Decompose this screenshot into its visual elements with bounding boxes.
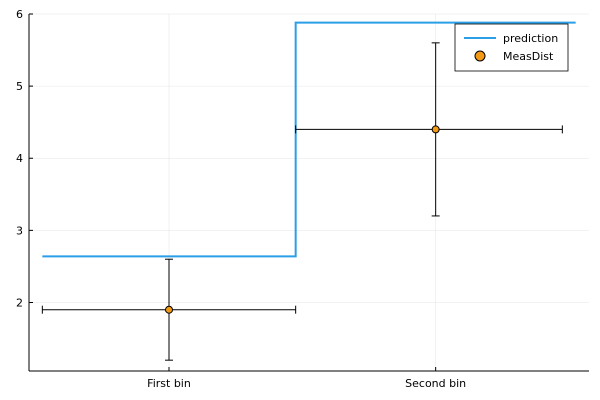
y-tick-label: 6 xyxy=(16,8,23,21)
y-tick-label: 2 xyxy=(16,296,23,309)
y-tick-label: 5 xyxy=(16,80,23,93)
legend-prediction-label: prediction xyxy=(503,32,558,45)
legend-measdist-label: MeasDist xyxy=(503,50,554,63)
legend-box xyxy=(454,23,569,72)
grid xyxy=(29,13,589,371)
legend-measdist-swatch xyxy=(474,50,486,62)
axes xyxy=(28,14,589,372)
legend: prediction MeasDist xyxy=(454,23,569,72)
series-layer xyxy=(41,21,576,361)
x-tick-label: Second bin xyxy=(405,377,466,390)
y-tick-label: 3 xyxy=(16,224,23,237)
x-tick-label: First bin xyxy=(147,377,191,390)
measdist-point xyxy=(165,305,173,314)
measdist-point xyxy=(431,125,440,134)
ticks: 2 3 4 5 6 First bin Second bin xyxy=(16,8,466,390)
prediction-step-line xyxy=(42,21,576,258)
y-tick-label: 4 xyxy=(16,152,23,165)
